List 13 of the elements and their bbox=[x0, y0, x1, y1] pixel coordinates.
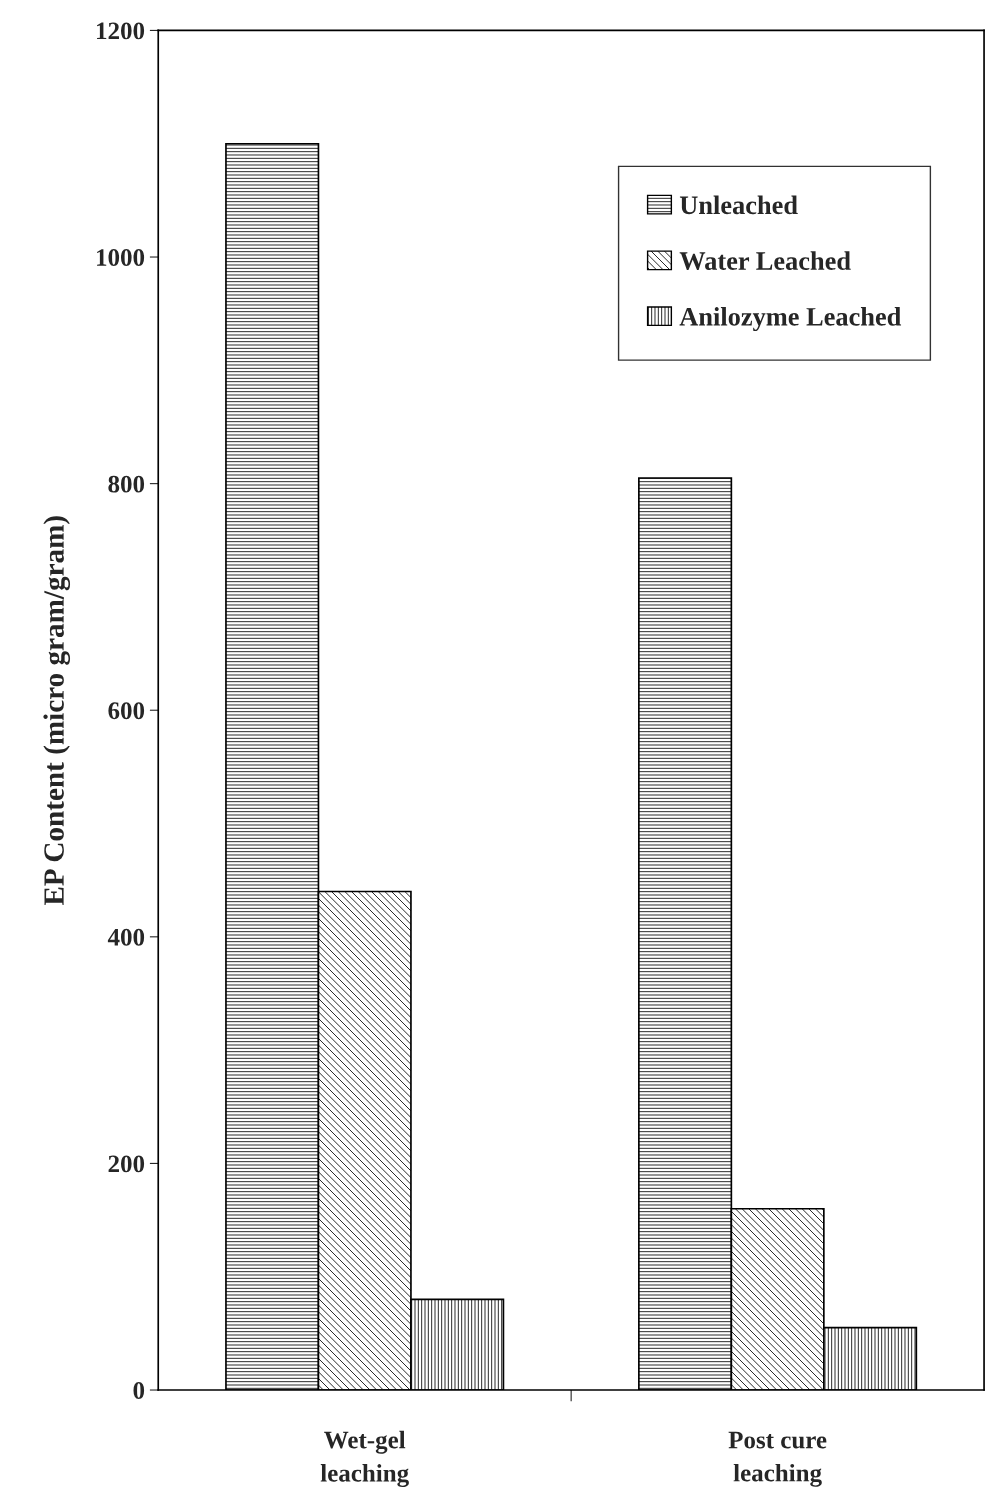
y-tick-label: 400 bbox=[107, 928, 145, 946]
y-tick-label: 0 bbox=[133, 1382, 145, 1399]
x-tick-label: Post cure leaching bbox=[728, 1431, 827, 1487]
x-tick-label: Wet-gel leaching bbox=[320, 1430, 409, 1487]
legend-label: Unleached bbox=[679, 195, 798, 215]
legend-label: Anilozyme Leached bbox=[679, 307, 902, 332]
y-tick-label: 1000 bbox=[97, 249, 145, 266]
y-tick-label: 600 bbox=[108, 702, 145, 720]
legend-label: Water Leached bbox=[679, 251, 851, 271]
y-tick-label: 200 bbox=[108, 1155, 145, 1173]
y-tick-label: 800 bbox=[108, 475, 145, 493]
y-tick-label: 1200 bbox=[97, 22, 145, 40]
y-axis-title: EP Content (micro gram/gram) bbox=[43, 516, 71, 906]
